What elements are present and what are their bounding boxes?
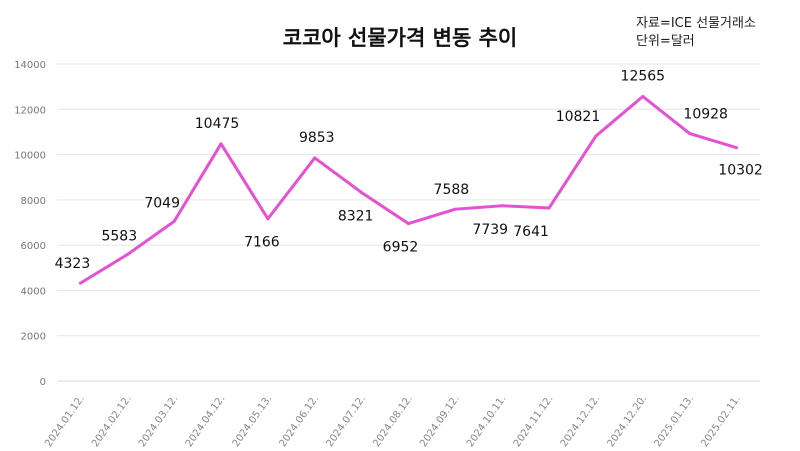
- data-label: 8321: [338, 209, 374, 225]
- data-label: 7049: [144, 195, 180, 211]
- data-label: 4323: [55, 256, 91, 272]
- data-label: 7588: [434, 182, 470, 198]
- y-tick-label: 6000: [21, 241, 46, 252]
- y-tick-label: 8000: [21, 196, 46, 207]
- data-label: 7641: [513, 224, 549, 240]
- data-point: [360, 191, 364, 195]
- x-tick-label: 2024.04.12.: [184, 393, 228, 449]
- data-label: 10821: [556, 109, 601, 125]
- x-tick-label: 2024.12.12.: [559, 393, 603, 449]
- x-tick-label: 2024.12.20.: [606, 393, 650, 449]
- y-tick-label: 2000: [21, 332, 46, 343]
- data-point: [172, 219, 176, 223]
- x-tick-label: 2024.06.12.: [278, 393, 322, 449]
- data-label: 10302: [718, 163, 763, 179]
- data-point: [313, 156, 317, 160]
- data-label: 7166: [244, 235, 280, 251]
- data-label: 5583: [101, 229, 137, 245]
- data-label: 12565: [621, 68, 666, 84]
- data-point: [453, 207, 457, 211]
- data-point: [547, 206, 551, 210]
- y-tick-label: 10000: [14, 151, 46, 162]
- x-tick-label: 2024.01.12.: [43, 393, 87, 449]
- data-point: [641, 94, 645, 98]
- x-tick-label: 2025.02.11.: [699, 393, 743, 449]
- x-tick-label: 2024.07.12.: [324, 393, 368, 449]
- x-tick-label: 2024.08.12.: [371, 393, 415, 449]
- y-tick-label: 0: [40, 377, 46, 388]
- x-tick-label: 2024.09.12.: [418, 393, 462, 449]
- data-point: [407, 222, 410, 226]
- data-point: [266, 217, 270, 221]
- data-label: 9853: [299, 130, 335, 146]
- x-tick-label: 2024.05.13.: [231, 393, 275, 449]
- data-label: 10475: [195, 116, 240, 132]
- data-label: 10928: [683, 107, 728, 123]
- data-point: [735, 146, 739, 150]
- x-tick-label: 2024.03.12.: [137, 393, 181, 449]
- y-tick-label: 12000: [14, 105, 46, 116]
- y-tick-label: 14000: [14, 60, 46, 71]
- data-point: [125, 253, 129, 257]
- data-point: [78, 281, 82, 285]
- data-point: [594, 134, 598, 138]
- data-label: 6952: [383, 240, 419, 256]
- data-label: 7739: [472, 222, 508, 238]
- source-note: 자료=ICE 선물거래소: [636, 16, 756, 31]
- x-tick-label: 2024.02.12.: [90, 393, 134, 449]
- data-point: [688, 132, 692, 136]
- x-tick-label: 2024.10.11.: [465, 393, 509, 449]
- data-point: [219, 142, 223, 146]
- chart-title: 코코아 선물가격 변동 추이: [283, 26, 517, 50]
- data-point: [500, 204, 504, 208]
- y-tick-label: 4000: [21, 286, 46, 297]
- x-tick-label: 2025.01.13.: [652, 393, 696, 449]
- unit-note: 단위=달러: [636, 34, 695, 49]
- x-tick-label: 2024.11.12.: [512, 393, 556, 449]
